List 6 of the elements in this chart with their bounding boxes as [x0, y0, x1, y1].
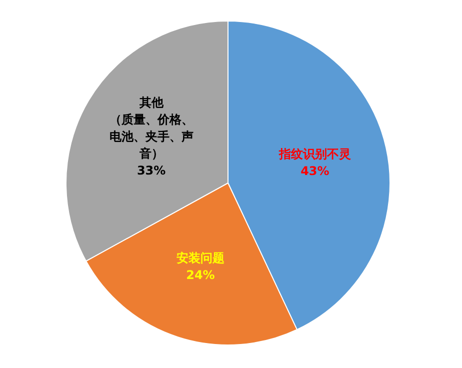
data-label: 24% [186, 268, 215, 283]
slice-label: 安装问题 [176, 252, 224, 266]
slice-label: 其他（质量、价格、电池、夹手、声音） [109, 96, 194, 161]
data-label: 43% [300, 164, 330, 178]
slice-label: 指纹识别不灵 [278, 147, 351, 162]
data-label: 33% [136, 164, 166, 178]
